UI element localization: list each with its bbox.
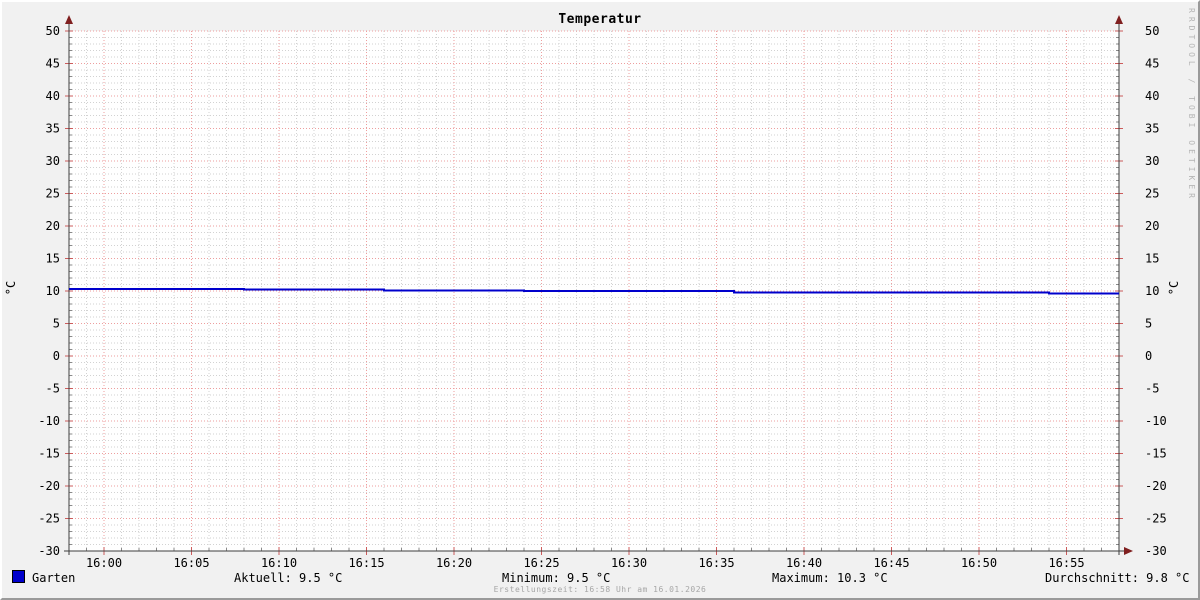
x-tick-label: 16:25 — [523, 556, 559, 570]
legend-swatch-garten — [12, 570, 25, 583]
x-tick-label: 16:30 — [611, 556, 647, 570]
y-tick-label-right: -25 — [1145, 512, 1167, 526]
y-tick-label-left: 25 — [46, 187, 60, 201]
y-tick-label-right: -5 — [1145, 382, 1159, 396]
y-tick-label-right: 40 — [1145, 89, 1159, 103]
y-tick-label-right: 25 — [1145, 187, 1159, 201]
y-axis-label-right: °C — [1167, 280, 1181, 296]
x-tick-label: 16:15 — [348, 556, 384, 570]
y-axis-label-left: °C — [4, 280, 18, 296]
y-tick-label-left: -25 — [38, 512, 60, 526]
y-tick-label-left: 5 — [53, 317, 60, 331]
y-axis-arrow-left — [65, 15, 73, 24]
y-tick-label-left: -10 — [38, 414, 60, 428]
y-tick-label-left: -20 — [38, 479, 60, 493]
y-tick-label-right: 0 — [1145, 349, 1152, 363]
y-axis-arrow-right — [1115, 15, 1123, 24]
x-tick-label: 16:20 — [436, 556, 472, 570]
y-tick-label-right: 35 — [1145, 122, 1159, 136]
x-tick-label: 16:35 — [698, 556, 734, 570]
y-tick-label-left: 10 — [46, 284, 60, 298]
stat-durchschnitt: Durchschnitt: 9.8 °C — [1045, 571, 1190, 585]
y-tick-label-right: -30 — [1145, 544, 1167, 558]
y-tick-label-right: 10 — [1145, 284, 1159, 298]
y-tick-label-right: -20 — [1145, 479, 1167, 493]
y-tick-label-left: 35 — [46, 122, 60, 136]
stat-aktuell: Aktuell: 9.5 °C — [234, 571, 343, 585]
y-tick-label-left: 50 — [46, 24, 60, 38]
y-tick-label-left: 40 — [46, 89, 60, 103]
rrdtool-watermark: RRDTOOL / TOBI OETIKER — [1187, 8, 1196, 202]
y-tick-label-left: -5 — [46, 382, 60, 396]
y-tick-label-left: 45 — [46, 57, 60, 71]
x-tick-label: 16:50 — [961, 556, 997, 570]
x-tick-label: 16:55 — [1048, 556, 1084, 570]
y-tick-label-right: 20 — [1145, 219, 1159, 233]
y-tick-label-left: 30 — [46, 154, 60, 168]
y-tick-label-left: 15 — [46, 252, 60, 266]
y-tick-label-right: 50 — [1145, 24, 1159, 38]
x-tick-label: 16:40 — [786, 556, 822, 570]
x-tick-label: 16:00 — [86, 556, 122, 570]
x-tick-label: 16:05 — [173, 556, 209, 570]
stat-minimum: Minimum: 9.5 °C — [502, 571, 611, 585]
series-line-garten — [69, 288, 1119, 295]
y-tick-label-left: 20 — [46, 219, 60, 233]
y-tick-label-right: -10 — [1145, 414, 1167, 428]
x-tick-label: 16:10 — [261, 556, 297, 570]
chart-title: Temperatur — [558, 12, 642, 27]
stat-maximum: Maximum: 10.3 °C — [772, 571, 888, 585]
y-tick-label-left: 0 — [53, 349, 60, 363]
y-tick-label-right: 45 — [1145, 57, 1159, 71]
x-tick-label: 16:45 — [873, 556, 909, 570]
creation-timestamp: Erstellungszeit: 16:58 Uhr am 16.01.2026 — [493, 585, 707, 594]
y-tick-label-right: 15 — [1145, 252, 1159, 266]
y-tick-label-left: -15 — [38, 447, 60, 461]
y-tick-label-right: -15 — [1145, 447, 1167, 461]
y-tick-label-right: 30 — [1145, 154, 1159, 168]
y-tick-label-left: -30 — [38, 544, 60, 558]
x-axis-arrow — [1124, 547, 1133, 555]
y-tick-label-right: 5 — [1145, 317, 1152, 331]
legend-label-garten: Garten — [32, 571, 76, 585]
